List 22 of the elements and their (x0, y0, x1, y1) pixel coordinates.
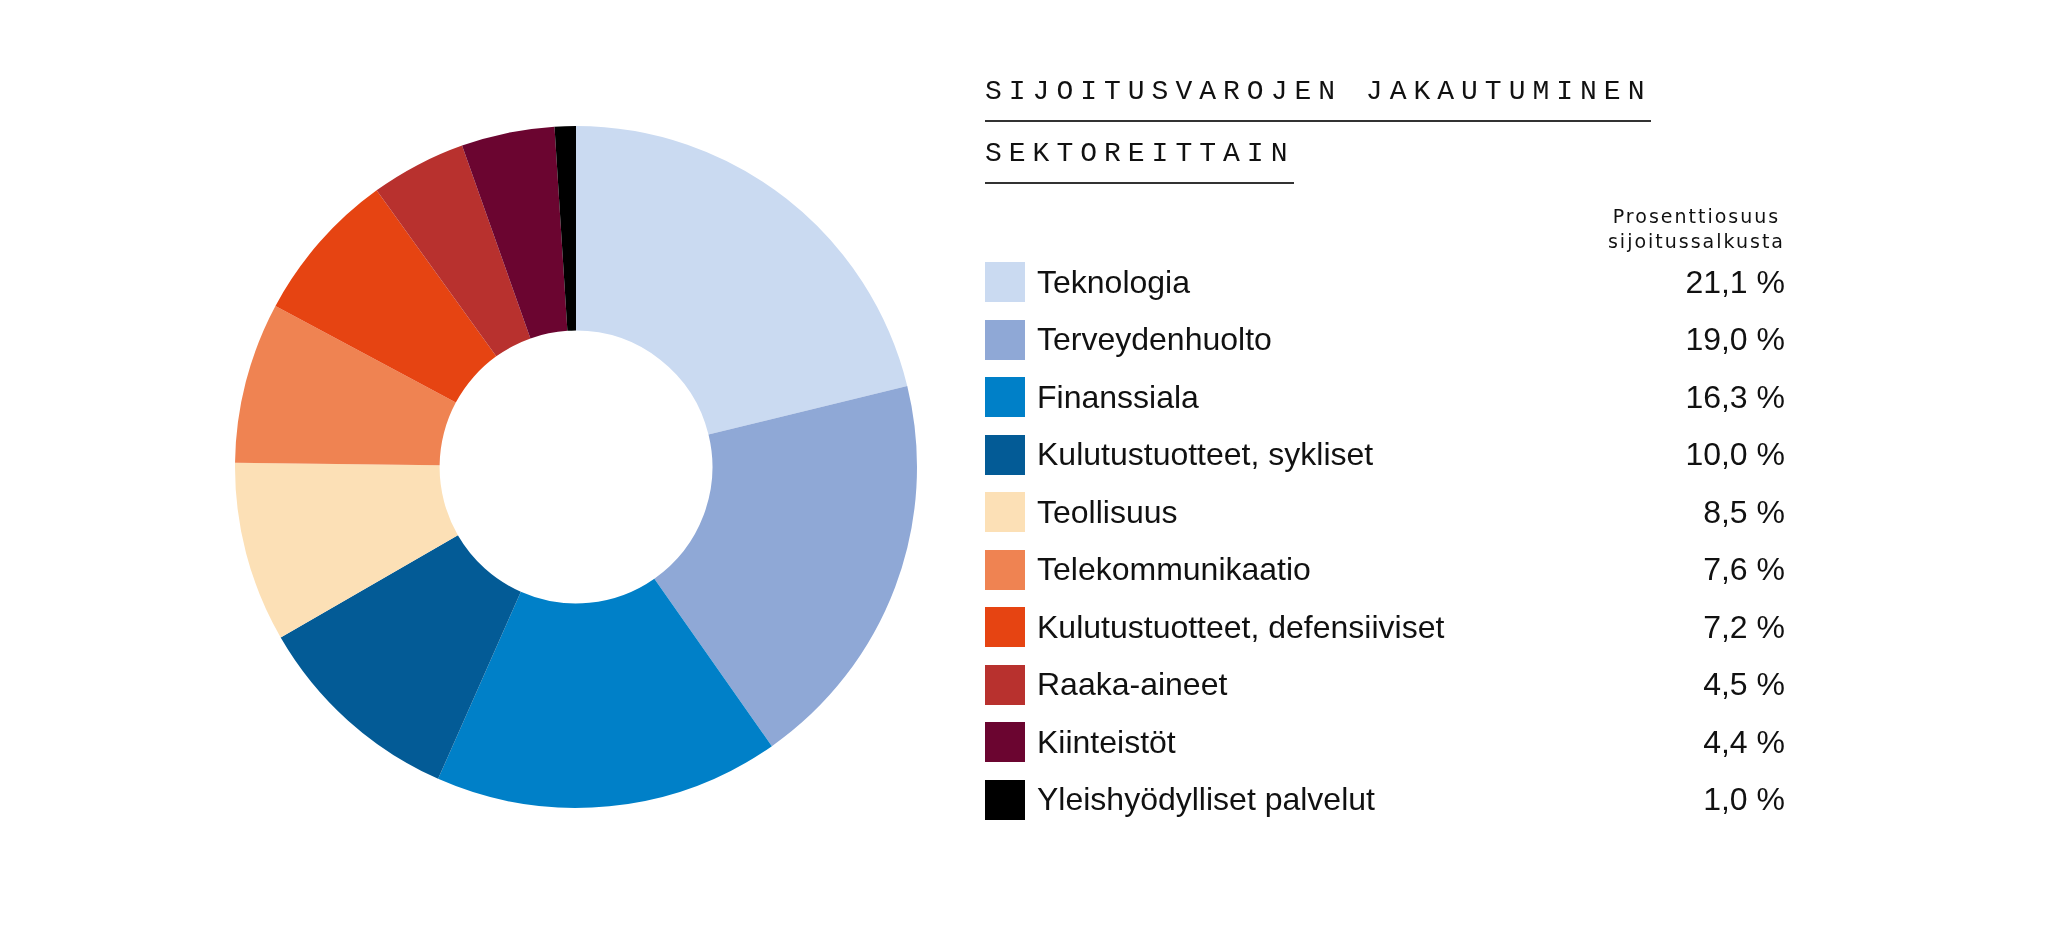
data-label: 16,3 % (1685, 378, 1785, 416)
legend-label: Raaka-aineet (1037, 666, 1229, 704)
legend-label: Kulutustuotteet, defensiiviset (1037, 608, 1446, 646)
data-label: 7,2 % (1703, 608, 1785, 646)
data-label: 19,0 % (1685, 321, 1785, 359)
legend-label: Kiinteistöt (1037, 723, 1177, 761)
chart-title: SIJOITUSVAROJEN JAKAUTUMINEN SEKTOREITTAIN (985, 76, 1652, 171)
data-label: 4,4 % (1703, 723, 1785, 761)
legend-label: Yleishyödylliset palvelut (1037, 781, 1376, 819)
data-label: 1,0 % (1703, 781, 1785, 819)
data-label: 7,6 % (1703, 551, 1785, 589)
data-label: 10,0 % (1685, 436, 1785, 474)
legend-label: Kulutustuotteet, sykliset (1037, 436, 1375, 474)
data-label: 21,1 % (1685, 263, 1785, 301)
legend-label: Finanssiala (1037, 378, 1200, 416)
data-label: 8,5 % (1703, 493, 1785, 531)
data-label: 4,5 % (1703, 666, 1785, 704)
legend-label: Terveydenhuolto (1037, 321, 1273, 359)
legend-label: Teollisuus (1037, 493, 1179, 531)
legend-label: Telekommunikaatio (1037, 551, 1312, 589)
legend-title: Prosenttiosuus sijoitussalkusta (1607, 204, 1785, 254)
legend-label: Teknologia (1037, 263, 1191, 301)
